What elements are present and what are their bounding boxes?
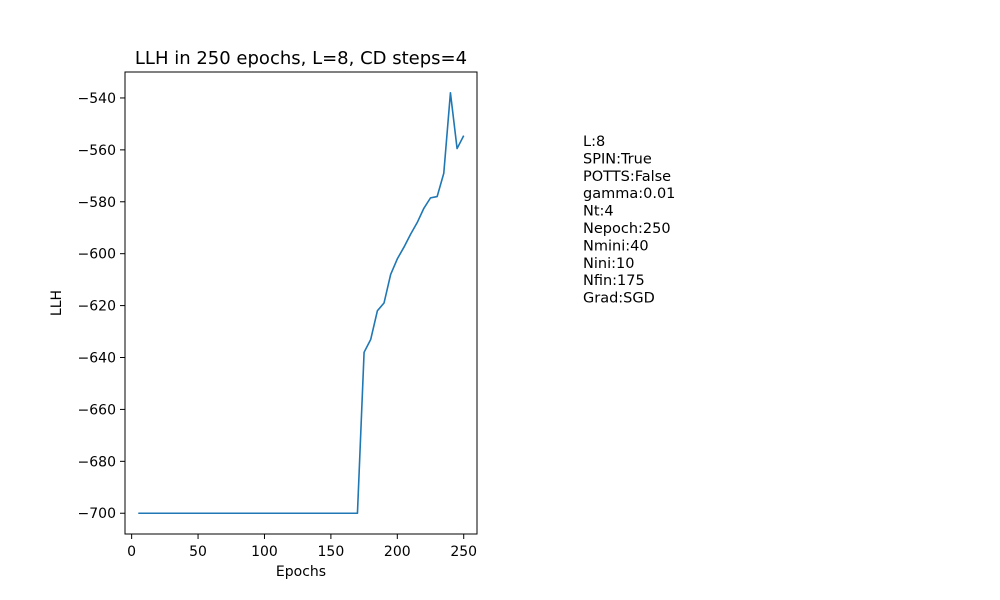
y-tick-label: −540 bbox=[78, 91, 116, 107]
x-tick-label: 150 bbox=[318, 544, 345, 560]
plot-area: 0 50 100 150 200 250 −700 −680 −660 −640 −620 −600… bbox=[78, 71, 478, 560]
y-axis-label: LLH bbox=[49, 290, 65, 316]
y-tick-label: −600 bbox=[78, 247, 116, 263]
series-line-llh bbox=[138, 91, 465, 515]
y-tick-label: −640 bbox=[78, 351, 116, 367]
parameter-line: Nepoch:250 bbox=[583, 221, 671, 237]
x-tick-label: 50 bbox=[189, 544, 207, 560]
parameter-line: SPIN:True bbox=[583, 151, 652, 167]
y-tick-label: −620 bbox=[78, 299, 116, 315]
parameter-line: Nini:10 bbox=[583, 256, 634, 272]
y-tick-label: −700 bbox=[78, 506, 116, 522]
parameter-line: Nt:4 bbox=[583, 204, 614, 220]
axes-frame bbox=[124, 71, 478, 535]
parameter-line: Grad:SGD bbox=[583, 291, 655, 307]
parameter-line: Nfin:175 bbox=[583, 273, 645, 289]
y-tick-label: −660 bbox=[78, 402, 116, 418]
parameter-line: Nmini:40 bbox=[583, 238, 649, 254]
x-tick-label: 250 bbox=[450, 544, 477, 560]
parameter-line: gamma:0.01 bbox=[583, 186, 675, 202]
x-axis-label: Epochs bbox=[276, 564, 326, 580]
parameter-line: POTTS:False bbox=[583, 169, 671, 185]
y-tick-label: −560 bbox=[78, 143, 116, 159]
x-axis: 0 50 100 150 200 250 bbox=[127, 534, 477, 560]
y-axis: −700 −680 −660 −640 −620 −600 −580 −560 −540 bbox=[78, 91, 125, 522]
x-tick-label: 100 bbox=[251, 544, 278, 560]
chart-title: LLH in 250 epochs, L=8, CD steps=4 bbox=[135, 48, 467, 69]
parameter-line: L:8 bbox=[583, 134, 605, 150]
x-tick-label: 0 bbox=[127, 544, 136, 560]
y-tick-label: −680 bbox=[78, 454, 116, 470]
y-tick-label: −580 bbox=[78, 195, 116, 211]
x-tick-label: 200 bbox=[384, 544, 411, 560]
